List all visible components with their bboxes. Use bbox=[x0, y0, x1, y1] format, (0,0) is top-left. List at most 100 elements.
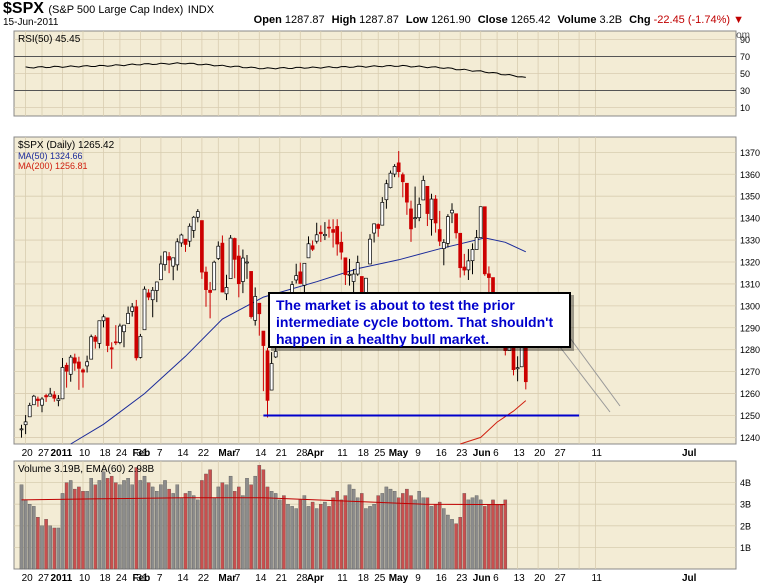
x-tick-label: 28 bbox=[296, 573, 308, 584]
rsi-line bbox=[25, 62, 526, 78]
volume-bar bbox=[93, 484, 98, 570]
volume-bar bbox=[77, 486, 81, 570]
x-tick-label: 25 bbox=[374, 573, 386, 584]
high-label: High bbox=[331, 14, 357, 26]
x-tick-label: Jul bbox=[682, 448, 697, 459]
volume-label: Volume bbox=[557, 14, 597, 26]
volume-bar bbox=[343, 495, 348, 570]
volume-bar bbox=[81, 491, 85, 570]
volume-legend: Volume 3.19B, EMA(60) 2.98B bbox=[18, 464, 155, 475]
volume-bar bbox=[273, 493, 278, 570]
candle-up bbox=[31, 395, 36, 406]
candle-down bbox=[167, 256, 171, 261]
volume-bar bbox=[278, 499, 282, 570]
callout-pointer-line bbox=[569, 337, 621, 407]
candle-up bbox=[212, 261, 217, 291]
volume-bar bbox=[142, 475, 147, 570]
x-tick-label: 18 bbox=[358, 448, 370, 459]
volume-y-tick-label: 3B bbox=[740, 500, 751, 510]
volume-bar bbox=[499, 504, 503, 570]
candle-up bbox=[253, 296, 258, 321]
x-tick-label: 31 bbox=[136, 448, 148, 459]
volume-bar bbox=[150, 486, 155, 570]
candle-down bbox=[331, 229, 335, 233]
x-tick-label: Mar bbox=[218, 573, 236, 584]
ticker-description: (S&P 500 Large Cap Index) bbox=[48, 4, 184, 16]
volume-bar bbox=[241, 495, 245, 570]
volume-bar bbox=[130, 484, 134, 570]
price-y-tick-label: 1350 bbox=[740, 192, 760, 202]
x-tick-label: Feb bbox=[133, 573, 151, 584]
volume-bar bbox=[425, 497, 430, 570]
candle-down bbox=[93, 336, 98, 342]
volume-bar bbox=[474, 495, 479, 570]
open-label: Open bbox=[253, 14, 282, 26]
volume-bar bbox=[27, 504, 32, 570]
x-tick-label: 16 bbox=[436, 573, 448, 584]
x-tick-label: 16 bbox=[436, 448, 448, 459]
x-tick-label: 27 bbox=[38, 448, 50, 459]
x-tick-label: 13 bbox=[514, 573, 526, 584]
candle-down bbox=[36, 398, 40, 401]
candle-up bbox=[171, 257, 176, 267]
x-tick-label: 18 bbox=[100, 573, 112, 584]
x-tick-label: 20 bbox=[22, 448, 34, 459]
candle-up bbox=[421, 180, 426, 201]
candle-down bbox=[146, 292, 151, 298]
price-y-tick-label: 1340 bbox=[740, 214, 760, 224]
candle-up bbox=[384, 183, 389, 201]
price-y-tick-label: 1240 bbox=[740, 433, 760, 443]
volume-bar bbox=[126, 478, 130, 570]
price-y-tick-label: 1250 bbox=[740, 411, 760, 421]
x-tick-label: 9 bbox=[415, 573, 421, 584]
volume-bar bbox=[237, 486, 241, 570]
x-tick-label: 9 bbox=[415, 448, 421, 459]
volume-bar bbox=[109, 475, 114, 570]
x-tick-label: 22 bbox=[198, 573, 210, 584]
volume-bar bbox=[351, 488, 356, 570]
candle-down bbox=[400, 174, 405, 183]
candle-up bbox=[306, 243, 311, 259]
volume-bar bbox=[355, 497, 360, 570]
candle-down bbox=[433, 198, 438, 224]
volume-bar bbox=[327, 506, 331, 570]
volume-bar bbox=[290, 506, 294, 570]
price-y-tick-label: 1260 bbox=[740, 389, 760, 399]
candle-up bbox=[478, 206, 483, 239]
x-tick-label: Feb bbox=[133, 448, 151, 459]
candle-up bbox=[191, 216, 196, 231]
volume-bar bbox=[212, 497, 216, 570]
volume-bar bbox=[36, 517, 40, 570]
candle-down bbox=[310, 245, 315, 250]
volume-bar bbox=[491, 499, 495, 570]
volume-bar bbox=[294, 508, 298, 570]
volume-bar bbox=[122, 480, 126, 570]
candle-up bbox=[368, 238, 372, 265]
rsi-legend: RSI(50) 45.45 bbox=[18, 34, 81, 45]
candle-up bbox=[355, 262, 360, 275]
candle-up bbox=[364, 277, 368, 294]
volume-bar bbox=[442, 508, 446, 570]
volume-bar bbox=[392, 491, 397, 570]
x-tick-label: 10 bbox=[79, 448, 91, 459]
candle-down bbox=[183, 238, 188, 245]
x-tick-label: Jun bbox=[473, 573, 491, 584]
candle-down bbox=[257, 302, 262, 315]
candle-down bbox=[200, 220, 204, 273]
volume-bar bbox=[114, 482, 118, 570]
x-tick-label: 11 bbox=[592, 573, 603, 584]
volume-bar bbox=[48, 525, 52, 570]
candle-down bbox=[462, 266, 467, 271]
volume-bar bbox=[216, 486, 221, 570]
x-tick-label: 25 bbox=[374, 448, 386, 459]
volume-bar bbox=[163, 480, 167, 570]
x-tick-label: 20 bbox=[22, 573, 34, 584]
candle-up bbox=[392, 166, 397, 175]
candle-up bbox=[224, 287, 229, 295]
down-triangle-icon: ▼ bbox=[733, 14, 744, 26]
volume-bar bbox=[146, 482, 151, 570]
candle-up bbox=[273, 351, 278, 358]
low-value: 1261.90 bbox=[430, 14, 471, 26]
candle-down bbox=[134, 306, 139, 359]
volume-bar bbox=[409, 495, 413, 570]
